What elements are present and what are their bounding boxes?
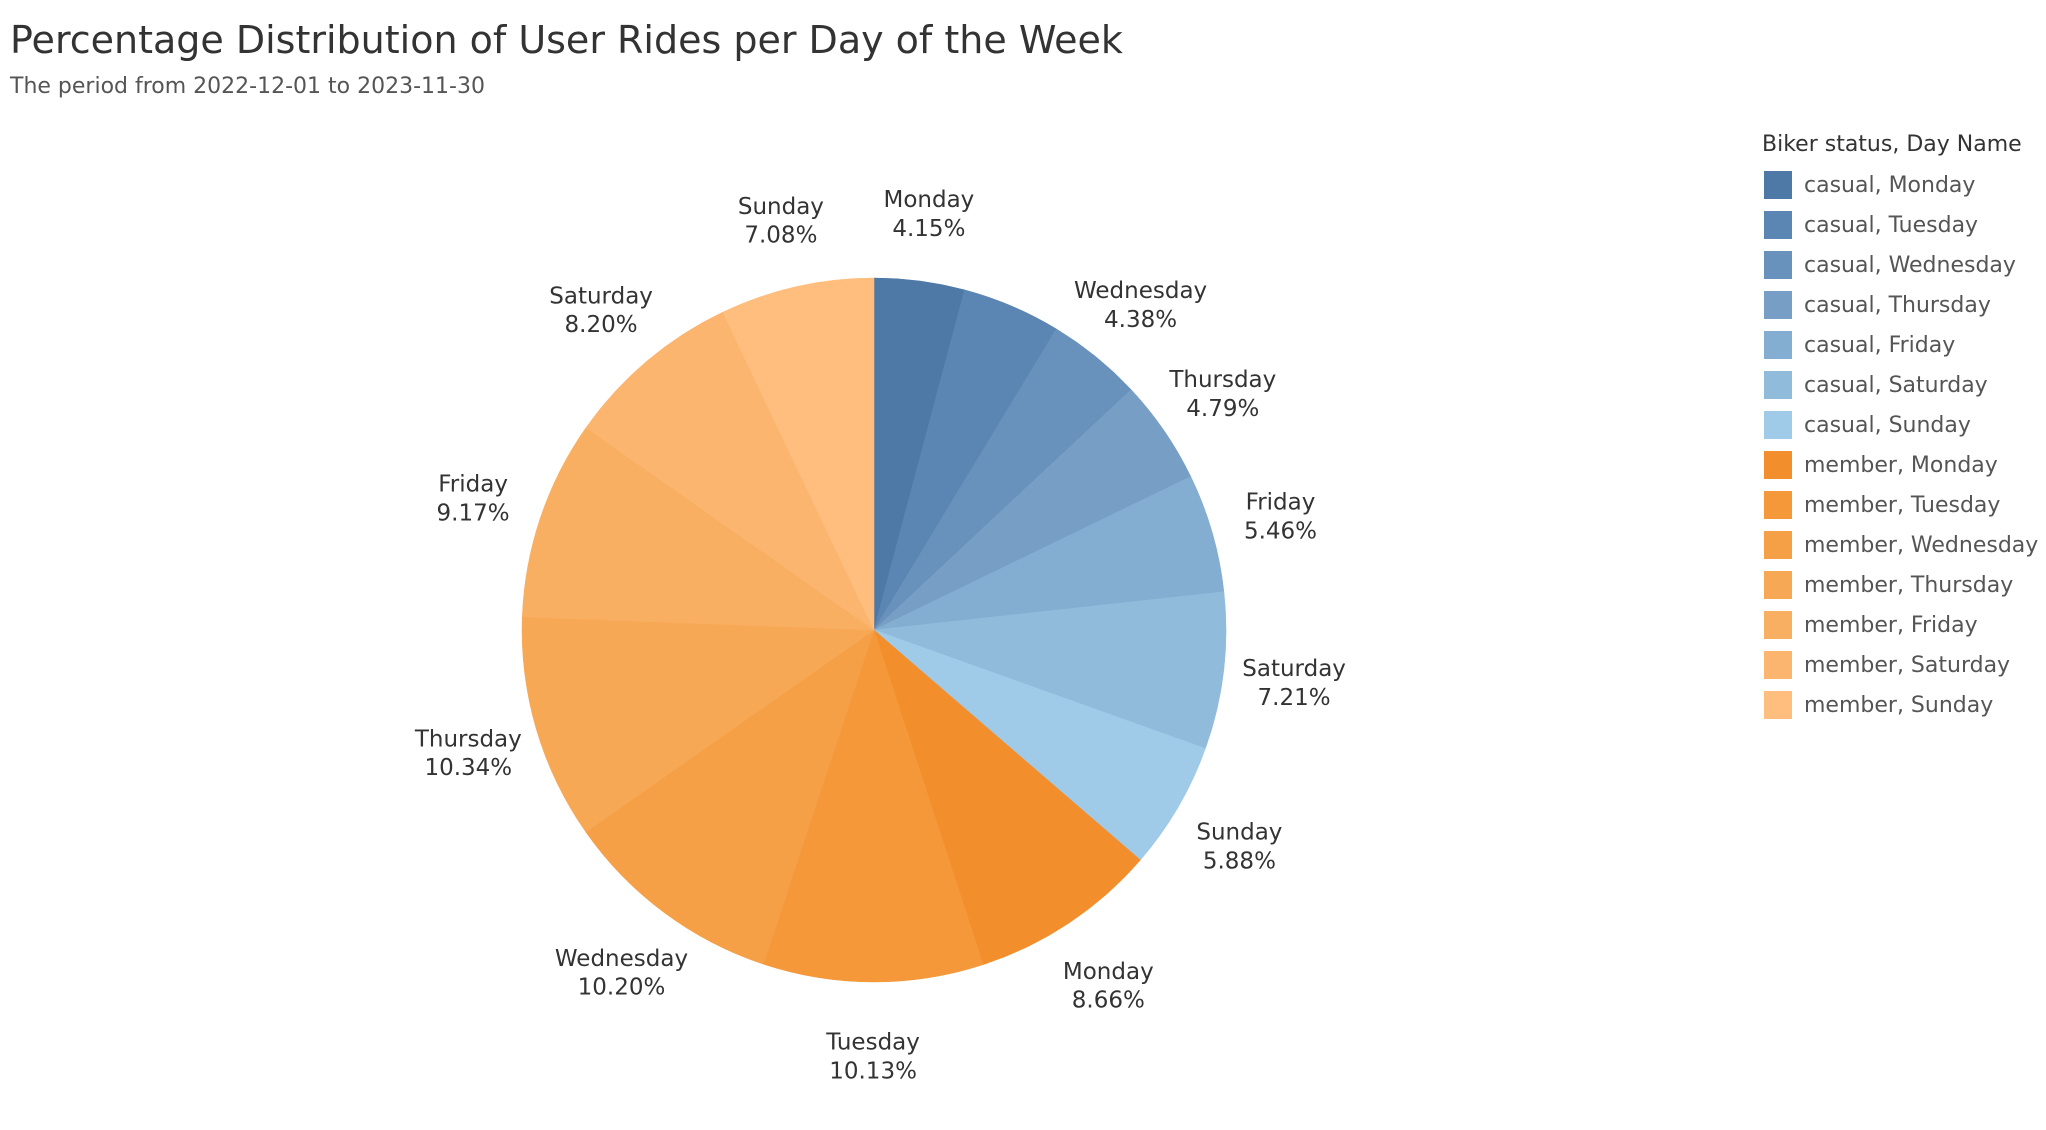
legend-item-casual-wednesday[interactable]: casual, Wednesday	[1762, 245, 2038, 285]
legend-item-casual-thursday[interactable]: casual, Thursday	[1762, 285, 2038, 325]
legend-label: member, Saturday	[1804, 652, 2011, 678]
slice-label-casual-thursday: Thursday 4.79%	[1168, 367, 1276, 422]
legend-swatch	[1764, 531, 1792, 559]
legend-label: casual, Saturday	[1804, 372, 1988, 398]
legend-swatch	[1764, 691, 1792, 719]
legend-label: casual, Monday	[1804, 172, 1976, 198]
pie-slice-member-monday[interactable]	[873, 629, 1141, 965]
legend: Biker status, Day Name casual, Monday cas…	[1762, 132, 2038, 725]
legend-label: member, Sunday	[1804, 692, 1994, 718]
pie-slice-member-thursday[interactable]	[521, 616, 875, 833]
legend-label: casual, Tuesday	[1804, 212, 1979, 238]
legend-swatch	[1764, 371, 1792, 399]
legend-item-member-wednesday[interactable]: member, Wednesday	[1762, 525, 2038, 565]
slice-label-casual-friday: Friday 5.46%	[1244, 490, 1317, 545]
slice-label-member-tuesday: Tuesday 10.13%	[825, 1030, 920, 1085]
slice-label-member-monday: Monday 8.66%	[1063, 959, 1154, 1014]
pie-slice-casual-saturday[interactable]	[873, 591, 1227, 749]
legend-label: member, Friday	[1804, 612, 1978, 638]
slice-label-casual-sunday: Sunday 5.88%	[1196, 820, 1282, 875]
legend-swatch	[1764, 331, 1792, 359]
legend-title: Biker status, Day Name	[1762, 132, 2022, 157]
legend-item-casual-sunday[interactable]: casual, Sunday	[1762, 405, 2038, 445]
slice-label-member-saturday: Saturday 8.20%	[549, 283, 653, 338]
pie-slices	[521, 277, 1227, 983]
legend-item-member-monday[interactable]: member, Monday	[1762, 445, 2038, 485]
pie-labels: Monday 4.15% Wednesday 4.38% Thursday 4.79% Fr…	[414, 187, 1346, 1084]
pie-slice-member-sunday[interactable]	[722, 277, 875, 631]
legend-swatch	[1764, 571, 1792, 599]
legend-swatch	[1764, 651, 1792, 679]
legend-label: member, Monday	[1804, 452, 1998, 478]
chart-title: Percentage Distribution of User Rides pe…	[10, 18, 1123, 62]
legend-swatch	[1764, 251, 1792, 279]
legend-item-member-sunday[interactable]: member, Sunday	[1762, 685, 2038, 725]
slice-label-member-thursday: Thursday 10.34%	[414, 726, 522, 781]
legend-label: casual, Thursday	[1804, 292, 1991, 318]
pie-slice-casual-sunday[interactable]	[873, 629, 1206, 861]
pie-slice-member-tuesday[interactable]	[763, 629, 984, 983]
slice-label-casual-monday: Monday 4.15%	[883, 187, 974, 242]
legend-swatch	[1764, 291, 1792, 319]
legend-item-member-thursday[interactable]: member, Thursday	[1762, 565, 2038, 605]
legend-label: casual, Wednesday	[1804, 252, 2016, 278]
legend-label: member, Wednesday	[1804, 532, 2039, 558]
legend-item-casual-monday[interactable]: casual, Monday	[1762, 165, 2038, 205]
legend-swatch	[1764, 491, 1792, 519]
slice-label-member-friday: Friday 9.17%	[437, 472, 510, 527]
pie-slice-member-saturday[interactable]	[585, 311, 875, 631]
slice-label-member-wednesday: Wednesday 10.20%	[555, 946, 688, 1001]
pie-chart: Monday 4.15% Wednesday 4.38% Thursday 4.79% Fr…	[414, 187, 1346, 1084]
legend-swatch	[1764, 611, 1792, 639]
legend-label: casual, Sunday	[1804, 412, 1971, 438]
slice-label-member-sunday: Sunday 7.08%	[738, 194, 824, 249]
legend-item-member-saturday[interactable]: member, Saturday	[1762, 645, 2038, 685]
legend-label: casual, Friday	[1804, 332, 1956, 358]
legend-item-member-friday[interactable]: member, Friday	[1762, 605, 2038, 645]
legend-swatch	[1764, 171, 1792, 199]
legend-items: casual, Monday casual, Tuesday casual, Wed…	[1762, 165, 2038, 725]
legend-swatch	[1764, 211, 1792, 239]
slice-label-casual-saturday: Saturday 7.21%	[1242, 656, 1346, 711]
pie-slice-member-friday[interactable]	[521, 427, 875, 631]
legend-item-casual-friday[interactable]: casual, Friday	[1762, 325, 2038, 365]
legend-label: member, Tuesday	[1804, 492, 2001, 518]
legend-swatch	[1764, 451, 1792, 479]
legend-item-casual-tuesday[interactable]: casual, Tuesday	[1762, 205, 2038, 245]
pie-slice-member-wednesday[interactable]	[585, 629, 875, 965]
legend-item-casual-saturday[interactable]: casual, Saturday	[1762, 365, 2038, 405]
slice-label-casual-wednesday: Wednesday 4.38%	[1074, 278, 1207, 333]
legend-swatch	[1764, 411, 1792, 439]
chart-subtitle: The period from 2022-12-01 to 2023-11-30	[10, 74, 485, 99]
legend-label: member, Thursday	[1804, 572, 2014, 598]
legend-item-member-tuesday[interactable]: member, Tuesday	[1762, 485, 2038, 525]
